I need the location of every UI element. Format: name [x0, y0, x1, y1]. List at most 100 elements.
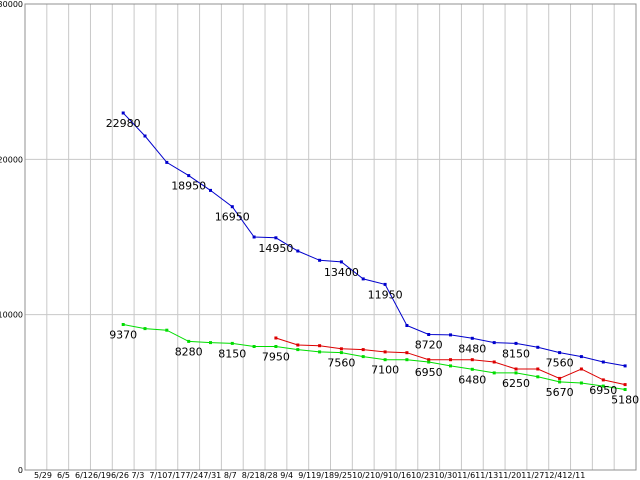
data-point — [339, 260, 343, 264]
data-point — [514, 371, 518, 375]
data-point — [536, 375, 540, 379]
grid — [24, 3, 637, 471]
data-label: 7100 — [371, 364, 399, 377]
data-point — [339, 351, 343, 355]
data-point — [230, 205, 234, 209]
data-point — [209, 188, 212, 192]
series-blue — [121, 111, 627, 368]
data-point — [296, 249, 300, 253]
data-point — [143, 134, 147, 138]
data-point — [405, 351, 409, 355]
data-label: 16950 — [215, 211, 250, 224]
y-tick-label: 10000 — [0, 311, 23, 320]
data-point — [558, 380, 562, 384]
data-point — [470, 336, 474, 340]
data-point — [536, 345, 540, 349]
data-point — [514, 367, 518, 371]
y-tick-label: 0 — [18, 466, 23, 475]
data-point — [492, 371, 496, 375]
data-point — [579, 367, 583, 371]
data-label: 22980 — [106, 117, 141, 130]
data-point — [427, 360, 431, 364]
data-label: 18950 — [171, 180, 206, 193]
data-label: 6950 — [589, 384, 617, 397]
data-point — [449, 358, 452, 362]
data-point — [558, 351, 562, 355]
data-point — [318, 344, 322, 348]
series-red — [274, 336, 627, 387]
data-point — [230, 341, 234, 345]
data-point — [252, 345, 256, 348]
y-tick-label: 20000 — [0, 155, 23, 164]
data-point — [623, 388, 627, 391]
data-point — [143, 327, 147, 331]
data-label: 6950 — [415, 366, 443, 379]
data-point — [383, 358, 387, 362]
data-point — [514, 341, 518, 345]
x-tick-labels: 5/29 6/5 6/126/196/26 7/3 7/107/177/247/… — [34, 471, 585, 480]
data-point — [427, 358, 431, 362]
data-point — [339, 347, 343, 351]
data-point — [383, 350, 387, 354]
data-point — [579, 355, 583, 359]
data-label: 13400 — [324, 266, 359, 279]
data-point — [579, 381, 583, 385]
series-line-green — [123, 324, 626, 390]
data-point — [492, 360, 496, 364]
data-point — [470, 367, 474, 371]
plot-frame — [24, 3, 637, 471]
data-point — [405, 358, 409, 362]
data-point — [296, 343, 300, 347]
data-point — [383, 282, 387, 286]
data-point — [318, 350, 322, 354]
data-point — [470, 358, 474, 362]
data-point — [492, 341, 496, 345]
data-point — [165, 328, 169, 332]
data-point — [427, 333, 431, 336]
data-point — [274, 345, 278, 348]
series-green — [121, 323, 627, 391]
data-point — [209, 341, 212, 345]
data-label: 8150 — [218, 347, 246, 360]
data-label: 8150 — [502, 347, 530, 360]
data-label: 7560 — [327, 357, 355, 370]
data-point — [187, 339, 191, 343]
data-point — [361, 355, 365, 359]
data-point — [187, 174, 191, 178]
data-label: 5180 — [611, 394, 639, 407]
data-label: 6480 — [458, 373, 486, 386]
data-point — [405, 324, 409, 327]
data-point — [274, 336, 278, 340]
data-label: 8720 — [415, 339, 443, 352]
data-label: 14950 — [258, 242, 293, 255]
data-point — [601, 384, 605, 388]
data-labels: 22980 18950 16950 14950 13400 11950 8720 8480 81… — [106, 117, 639, 407]
data-label: 6250 — [502, 377, 530, 390]
data-point — [623, 383, 627, 387]
data-point — [449, 333, 452, 337]
data-point — [558, 376, 562, 380]
data-label: 9370 — [109, 329, 137, 342]
series-line-blue — [122, 112, 626, 367]
data-label: 5670 — [546, 386, 574, 399]
data-label: 11950 — [368, 288, 403, 301]
data-point — [601, 360, 605, 364]
data-label: 8480 — [458, 342, 486, 355]
data-point — [121, 111, 125, 115]
series-lines — [121, 111, 627, 391]
data-label: 7950 — [262, 351, 290, 364]
data-point — [274, 236, 278, 240]
data-label: 8280 — [175, 345, 203, 358]
data-point — [121, 323, 125, 326]
data-point — [536, 367, 540, 371]
data-point — [296, 348, 300, 352]
data-point — [165, 160, 169, 164]
data-point — [601, 378, 605, 382]
data-point — [318, 258, 322, 262]
data-point — [361, 277, 365, 281]
data-point — [449, 364, 452, 368]
data-point — [623, 364, 627, 368]
